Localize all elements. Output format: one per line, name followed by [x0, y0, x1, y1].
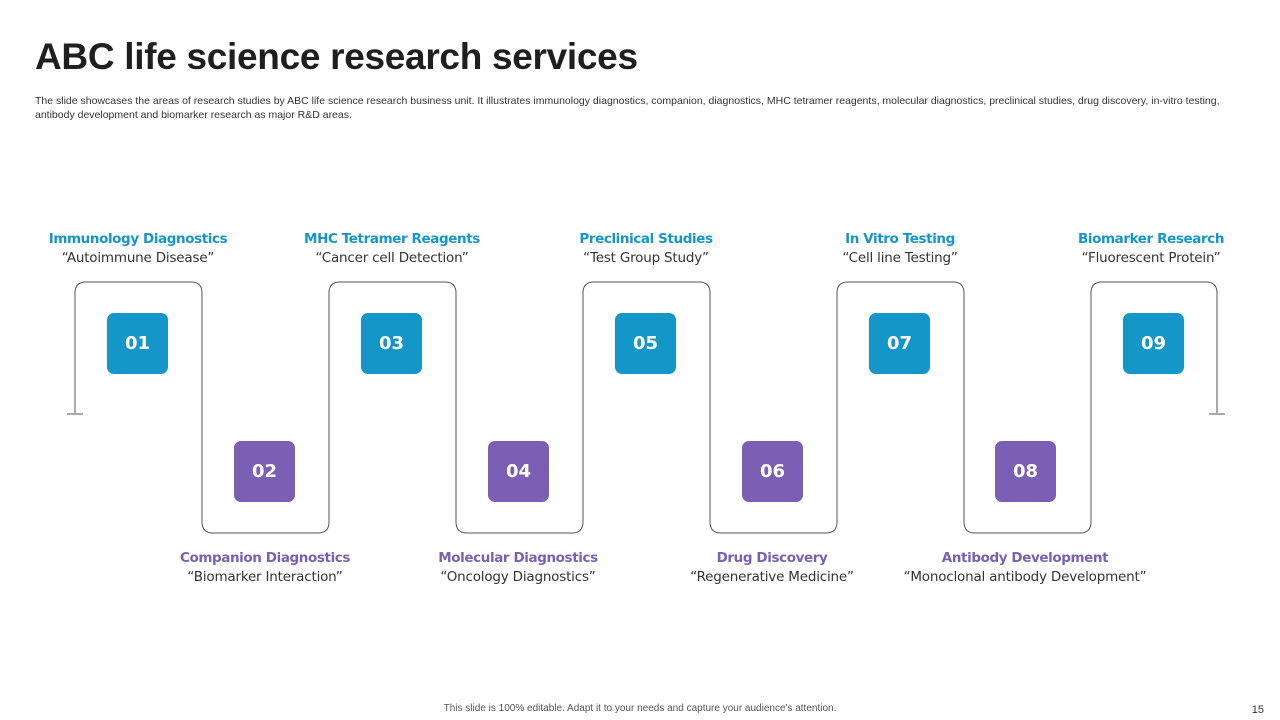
step-title: MHC Tetramer Reagents: [304, 231, 480, 247]
step-quote: “Cancer cell Detection”: [315, 250, 469, 266]
step-02-label: Companion Diagnostics “Biomarker Interac…: [145, 549, 385, 587]
step-title: Biomarker Research: [1077, 231, 1225, 247]
step-04-badge: 04: [488, 441, 549, 502]
step-01-badge: 01: [107, 313, 168, 374]
step-title: In Vitro Testing: [845, 231, 955, 247]
connector-line: [74, 281, 1218, 534]
step-05-badge: 05: [615, 313, 676, 374]
page-number: 15: [1251, 704, 1264, 716]
step-03-label: MHC Tetramer Reagents “Cancer cell Detec…: [272, 230, 512, 268]
step-04-label: Molecular Diagnostics “Oncology Diagnost…: [398, 549, 638, 587]
step-05-label: Preclinical Studies “Test Group Study”: [526, 230, 766, 268]
step-quote: “Fluorescent Protein”: [1081, 250, 1221, 266]
slide-title: ABC life science research services: [35, 36, 638, 77]
step-03-badge: 03: [361, 313, 422, 374]
step-01-label: Immunology Diagnostics “Autoimmune Disea…: [18, 230, 258, 268]
step-07-label: In Vitro Testing “Cell line Testing”: [780, 230, 1020, 268]
slide-subtitle: The slide showcases the areas of researc…: [35, 95, 1220, 121]
step-08-label: Antibody Development “Monoclonal antibod…: [885, 549, 1165, 587]
step-quote: “Biomarker Interaction”: [187, 569, 343, 585]
slide-footer: This slide is 100% editable. Adapt it to…: [443, 703, 837, 714]
step-quote: “Oncology Diagnostics”: [440, 569, 596, 585]
step-quote: “Autoimmune Disease”: [61, 250, 215, 266]
step-06-label: Drug Discovery “Regenerative Medicine”: [652, 549, 892, 587]
step-02-badge: 02: [234, 441, 295, 502]
step-quote: “Monoclonal antibody Development”: [903, 569, 1147, 585]
step-06-badge: 06: [742, 441, 803, 502]
step-quote: “Test Group Study”: [583, 250, 709, 266]
step-title: Antibody Development: [941, 550, 1109, 566]
step-title: Companion Diagnostics: [179, 550, 351, 566]
step-title: Molecular Diagnostics: [438, 550, 598, 566]
step-09-badge: 09: [1123, 313, 1184, 374]
step-07-badge: 07: [869, 313, 930, 374]
step-09-label: Biomarker Research “Fluorescent Protein”: [1031, 230, 1271, 268]
step-08-badge: 08: [995, 441, 1056, 502]
step-title: Drug Discovery: [716, 550, 828, 566]
step-quote: “Cell line Testing”: [842, 250, 958, 266]
step-title: Immunology Diagnostics: [48, 231, 228, 247]
step-title: Preclinical Studies: [579, 231, 713, 247]
step-quote: “Regenerative Medicine”: [690, 569, 854, 585]
